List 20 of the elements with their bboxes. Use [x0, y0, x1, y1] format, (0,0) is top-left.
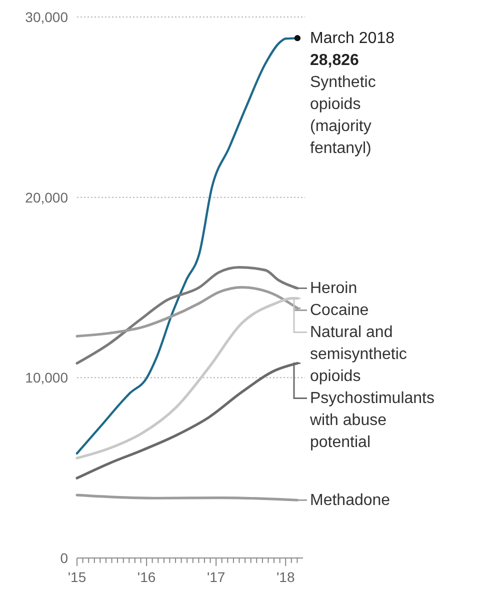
- y-tick-label: 0: [60, 550, 68, 566]
- x-tick-label: '16: [137, 569, 156, 585]
- y-tick-label: 30,000: [25, 9, 68, 25]
- series-label: Natural and semisynthetic opioids: [310, 324, 407, 386]
- legend-label: Cocaine: [310, 302, 369, 320]
- x-tick-label: '17: [206, 569, 226, 585]
- y-tick-label: 10,000: [25, 370, 68, 386]
- annotation: 28,826: [310, 52, 360, 70]
- line-series: [76, 297, 299, 460]
- annotation: March 2018: [310, 30, 395, 48]
- y-tick-label: 20,000: [25, 189, 68, 206]
- series-label: Psychostimulants with abuse potential: [309, 390, 434, 452]
- legend-label: Heroin: [310, 280, 358, 298]
- legend-label: Methadone: [310, 492, 390, 510]
- line-series: [76, 286, 299, 338]
- text: Synthetic opioids (majority fentanyl): [310, 74, 376, 158]
- x-tick-label: '15: [68, 569, 86, 585]
- line-series: [76, 362, 299, 480]
- x-tick-label: '18: [276, 569, 295, 585]
- line-series: [76, 266, 299, 365]
